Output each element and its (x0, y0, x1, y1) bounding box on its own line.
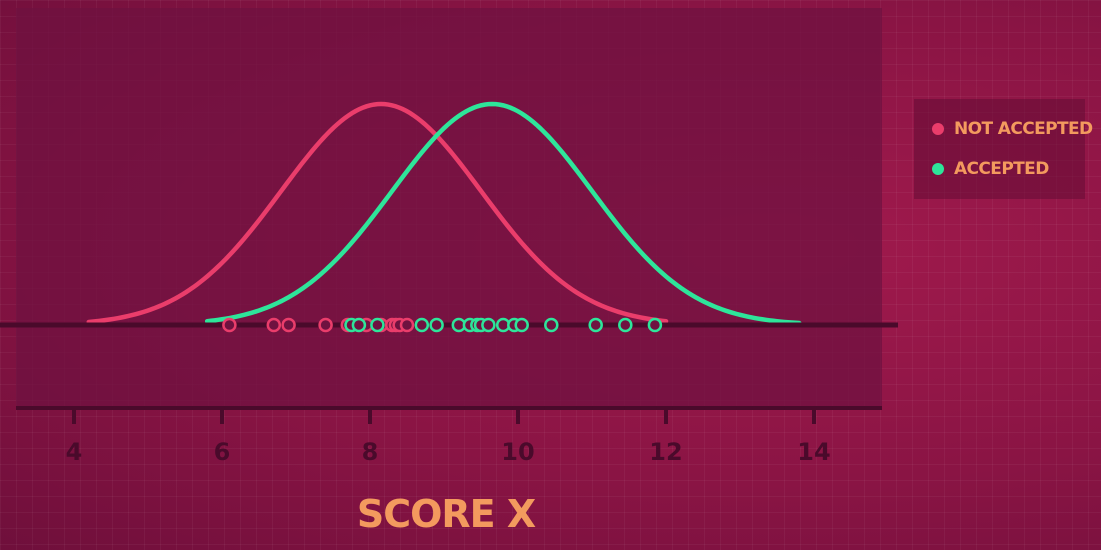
data-point-accepted (351, 317, 367, 333)
data-point-not-accepted (318, 317, 333, 333)
density-curves (86, 101, 802, 326)
legend: NOT ACCEPTED ACCEPTED (914, 99, 1093, 199)
x-tick-label: 4 (66, 438, 83, 466)
x-axis-ticks: 4 6 8 10 12 14 (66, 408, 831, 466)
data-point-accepted (544, 317, 559, 333)
legend-item-accepted: ACCEPTED (932, 149, 1085, 189)
x-tick-label: 12 (649, 438, 682, 466)
x-tick-label: 14 (797, 438, 830, 466)
x-axis-label: SCORE X (357, 492, 536, 536)
data-point-accepted (647, 317, 663, 333)
data-point-accepted (414, 317, 430, 333)
x-tick-label: 6 (214, 438, 231, 466)
data-point-accepted (481, 317, 496, 333)
x-tick-label: 8 (362, 438, 379, 466)
data-point-accepted (618, 317, 633, 333)
density-curve-not-accepted (86, 101, 669, 325)
legend-swatch-not-accepted (932, 123, 944, 135)
legend-item-not-accepted: NOT ACCEPTED (932, 109, 1093, 149)
density-curve-accepted (204, 101, 802, 326)
data-point-not-accepted (222, 317, 237, 333)
data-point-not-accepted (266, 317, 282, 333)
data-point-accepted (588, 317, 603, 333)
legend-label-accepted: ACCEPTED (954, 159, 1049, 179)
data-point-accepted (429, 317, 444, 333)
sample-points (222, 317, 663, 333)
plot-area-background (16, 8, 882, 408)
legend-label-not-accepted: NOT ACCEPTED (954, 119, 1093, 139)
data-point-not-accepted (399, 317, 415, 333)
data-point-accepted (370, 317, 385, 333)
data-point-not-accepted (281, 317, 296, 333)
legend-swatch-accepted (932, 163, 944, 175)
data-point-accepted (514, 317, 529, 333)
x-tick-label: 10 (501, 438, 534, 466)
